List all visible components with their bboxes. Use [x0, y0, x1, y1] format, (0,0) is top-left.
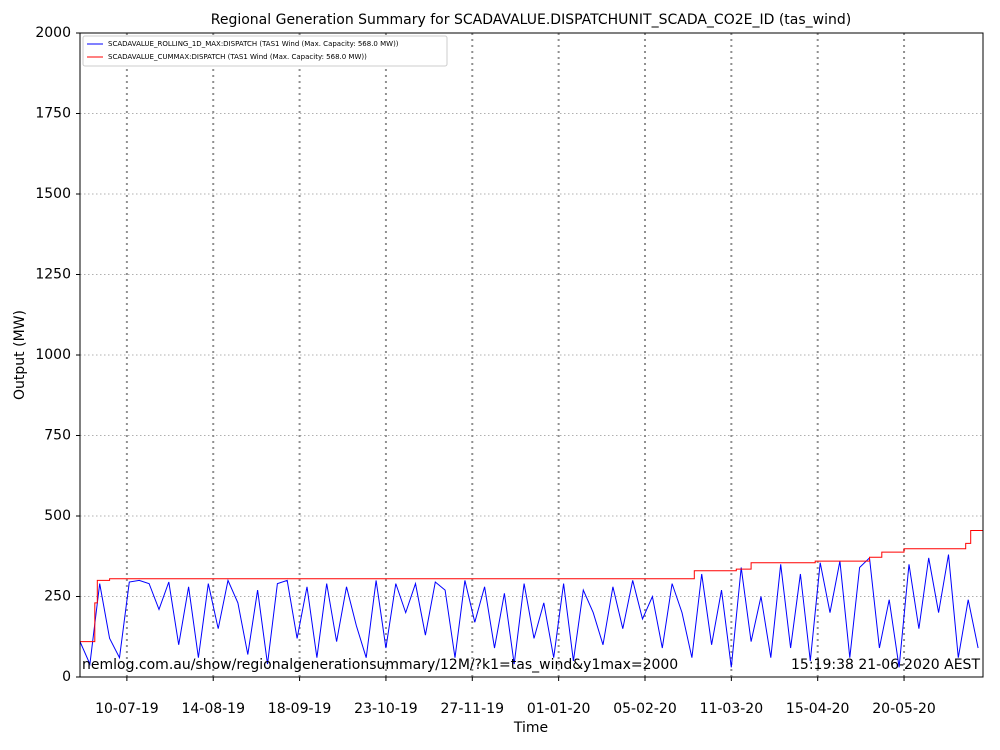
chart-title: Regional Generation Summary for SCADAVAL… [211, 12, 851, 28]
x-tick-label: 23-10-19 [354, 701, 418, 717]
plot-frame [79, 32, 984, 678]
x-tick-label: 15-04-20 [786, 701, 850, 717]
legend-label: SCADAVALUE_ROLLING_1D_MAX:DISPATCH (TAS1… [108, 40, 399, 48]
x-tick-label: 10-07-19 [95, 701, 159, 717]
x-tick-label: 05-02-20 [613, 701, 677, 717]
y-tick-label: 1500 [35, 186, 71, 202]
x-tick-label: 18-09-19 [268, 701, 332, 717]
annotation: 15:19:38 21-06-2020 AEST [791, 657, 980, 673]
y-tick-label: 250 [44, 589, 71, 605]
x-tick-label: 11-03-20 [700, 701, 764, 717]
y-tick-label: 2000 [35, 25, 71, 41]
y-tick-label: 1250 [35, 267, 71, 283]
y-axis-label: Output (MW) [12, 310, 28, 400]
legend-label: SCADAVALUE_CUMMAX:DISPATCH (TAS1 Wind (M… [108, 53, 367, 61]
annotation: nemlog.com.au/show/regionalgenerationsum… [82, 657, 678, 673]
y-tick-label: 1750 [35, 106, 71, 122]
x-tick-label: 20-05-20 [872, 701, 936, 717]
legend-box [82, 35, 448, 67]
x-tick-label: 01-01-20 [527, 701, 591, 717]
x-tick-label: 27-11-19 [441, 701, 505, 717]
y-tick-label: 500 [44, 508, 71, 524]
y-tick-label: 0 [62, 669, 71, 685]
series-line [79, 554, 979, 668]
y-tick-label: 750 [44, 428, 71, 444]
y-tick-label: 1000 [35, 347, 71, 363]
x-axis-label: Time [513, 720, 548, 736]
series-line [80, 530, 983, 643]
x-tick-label: 14-08-19 [181, 701, 245, 717]
